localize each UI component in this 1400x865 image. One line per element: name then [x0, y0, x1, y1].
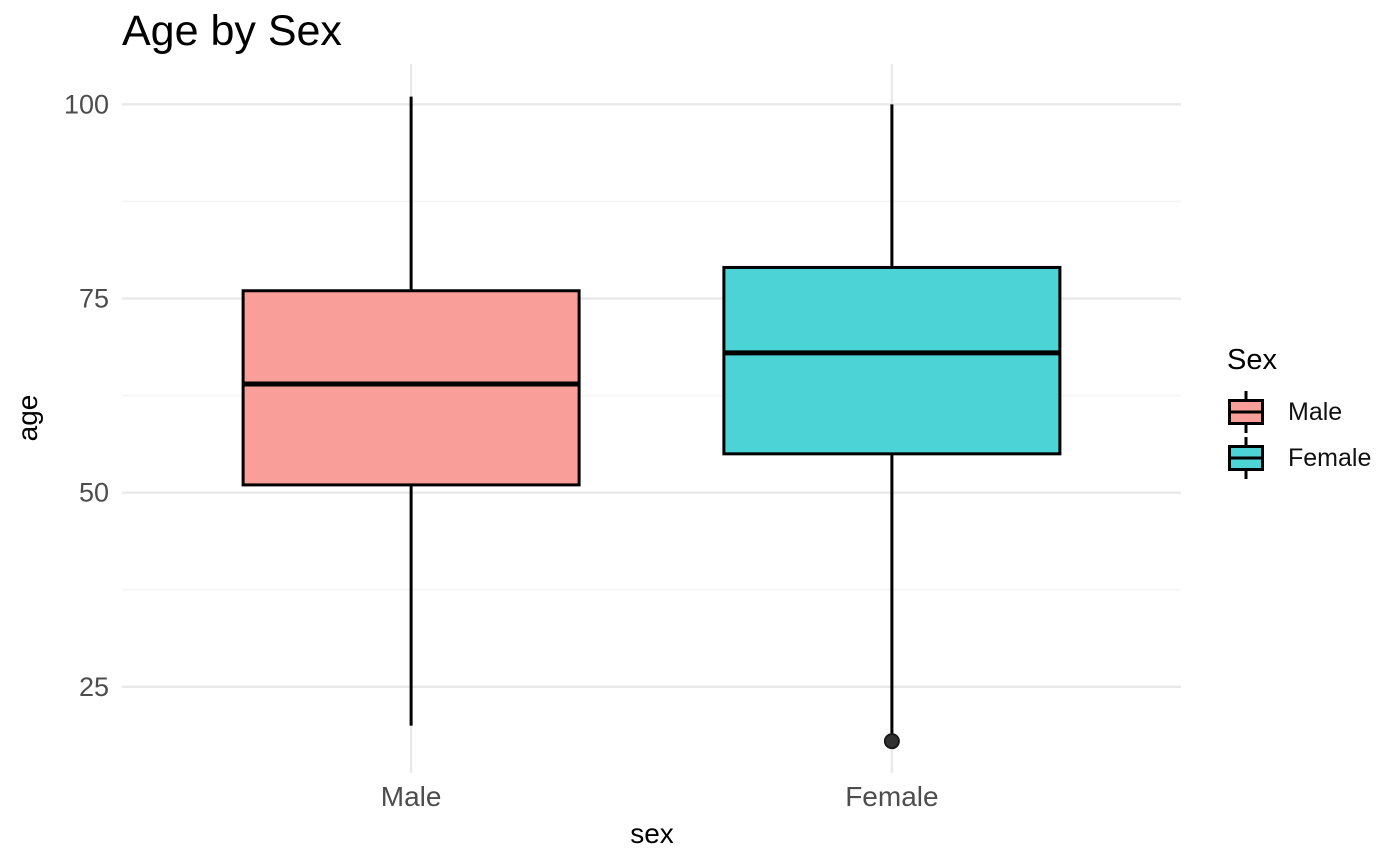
- legend-label-male: Male: [1288, 397, 1343, 426]
- outlier-point: [883, 733, 900, 750]
- box-male: [241, 289, 581, 487]
- y-tick-label: 25: [79, 672, 109, 702]
- legend-title: Sex: [1227, 344, 1277, 376]
- legend-entry-male: Male: [1225, 389, 1371, 435]
- x-tick-label: Female: [845, 781, 938, 812]
- y-tick-label: 50: [79, 478, 109, 508]
- box-female: [722, 265, 1062, 456]
- legend: Sex Male Female: [1225, 344, 1371, 481]
- y-axis-title: age: [12, 394, 43, 442]
- x-tick-label: Male: [381, 781, 442, 812]
- x-axis-title: sex: [630, 818, 674, 849]
- legend-label-female: Female: [1288, 443, 1372, 472]
- y-tick-label: 75: [79, 284, 109, 314]
- boxplot-key-icon: [1228, 437, 1264, 479]
- boxplot-key-icon: [1228, 391, 1264, 433]
- legend-entry-female: Female: [1225, 435, 1371, 481]
- chart-title: Age by Sex: [122, 7, 342, 55]
- y-tick-label: 100: [64, 89, 109, 119]
